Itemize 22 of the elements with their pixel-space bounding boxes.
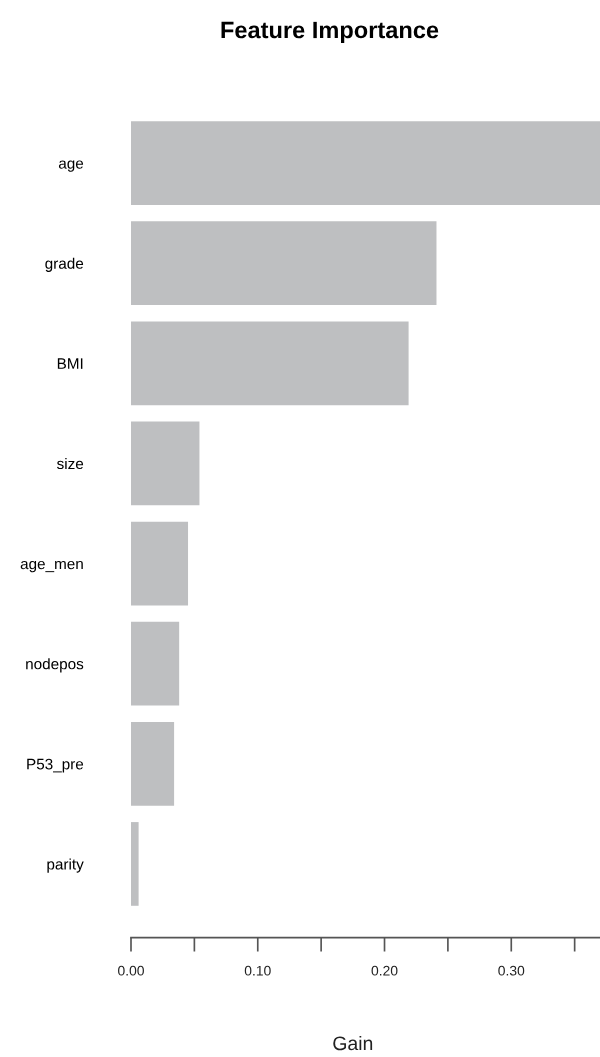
bar: [131, 421, 200, 506]
y-tick-label: age_men: [20, 560, 83, 573]
bar: [131, 221, 437, 306]
x-tick-label: 0.10: [244, 965, 271, 976]
y-tick-label: BMI: [57, 358, 83, 369]
y-tick-label: age: [58, 160, 84, 172]
bar: [131, 521, 189, 606]
y-tick-label: size: [57, 457, 84, 470]
x-tick-label: 0.30: [498, 965, 525, 976]
x-axis-title: Gain: [333, 1035, 373, 1051]
bar: [131, 822, 139, 906]
x-tick-label: 0.20: [371, 965, 398, 976]
y-tick-label: grade: [45, 257, 84, 272]
chart-title: Feature Importance: [221, 21, 439, 44]
y-tick-label: P53_pre: [27, 758, 84, 773]
bar: [131, 121, 600, 205]
y-tick-label: parity: [47, 858, 84, 873]
y-tick-label: nodepos: [26, 658, 84, 673]
bar: [131, 721, 175, 806]
bar: [131, 621, 180, 706]
x-tick-label: 0.00: [118, 965, 144, 976]
bar: [131, 321, 409, 406]
